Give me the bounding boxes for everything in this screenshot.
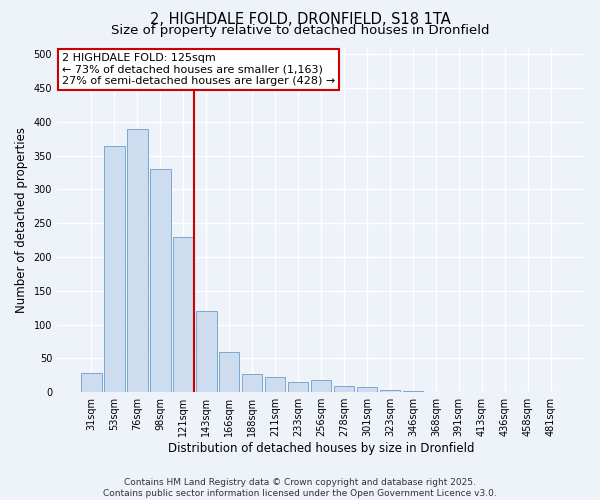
Text: 2 HIGHDALE FOLD: 125sqm
← 73% of detached houses are smaller (1,163)
27% of semi: 2 HIGHDALE FOLD: 125sqm ← 73% of detache… (62, 52, 335, 86)
Bar (150, 169, 170, 392)
Bar (288, 382, 308, 392)
Bar (81, 374, 102, 392)
Text: Contains HM Land Registry data © Crown copyright and database right 2025.
Contai: Contains HM Land Registry data © Crown c… (103, 478, 497, 498)
Bar (380, 390, 400, 392)
Bar (403, 391, 423, 392)
Bar (334, 386, 355, 392)
Bar (219, 352, 239, 392)
X-axis label: Distribution of detached houses by size in Dronfield: Distribution of detached houses by size … (168, 442, 474, 455)
Bar (311, 380, 331, 392)
Bar (196, 311, 217, 392)
Bar (127, 128, 148, 392)
Text: Size of property relative to detached houses in Dronfield: Size of property relative to detached ho… (111, 24, 489, 37)
Bar (356, 388, 377, 392)
Y-axis label: Number of detached properties: Number of detached properties (15, 127, 28, 313)
Text: 2, HIGHDALE FOLD, DRONFIELD, S18 1TA: 2, HIGHDALE FOLD, DRONFIELD, S18 1TA (149, 12, 451, 28)
Bar (265, 378, 286, 392)
Bar (104, 146, 125, 392)
Bar (242, 374, 262, 392)
Bar (173, 237, 194, 392)
